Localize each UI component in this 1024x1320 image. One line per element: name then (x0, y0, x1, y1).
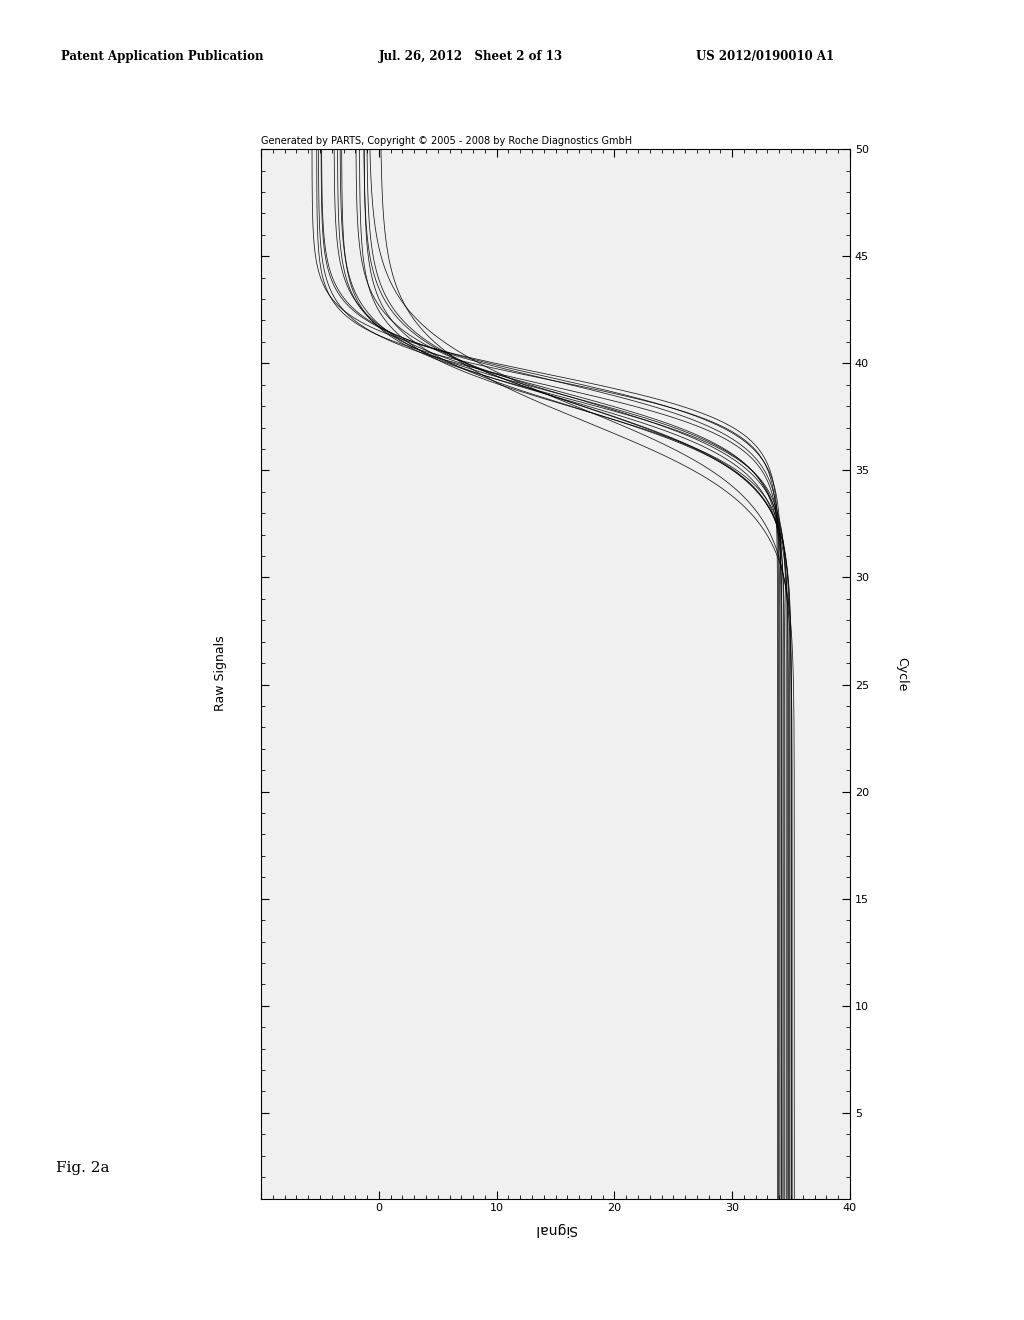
Text: US 2012/0190010 A1: US 2012/0190010 A1 (696, 50, 835, 63)
Y-axis label: Cycle: Cycle (895, 656, 908, 692)
Text: Raw Signals: Raw Signals (214, 635, 226, 711)
Text: Generated by PARTS, Copyright © 2005 - 2008 by Roche Diagnostics GmbH: Generated by PARTS, Copyright © 2005 - 2… (261, 136, 632, 145)
Text: Jul. 26, 2012   Sheet 2 of 13: Jul. 26, 2012 Sheet 2 of 13 (379, 50, 563, 63)
Text: Patent Application Publication: Patent Application Publication (61, 50, 264, 63)
Text: Fig. 2a: Fig. 2a (56, 1162, 110, 1175)
X-axis label: Signal: Signal (535, 1222, 577, 1236)
